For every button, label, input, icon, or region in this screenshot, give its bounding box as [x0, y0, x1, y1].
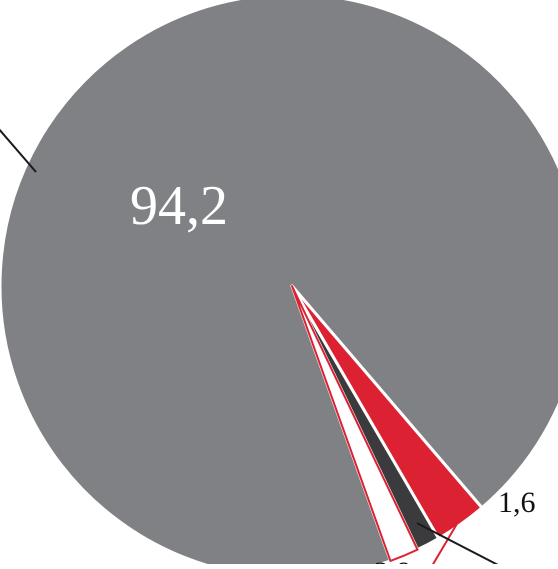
- leader-line-red: [431, 520, 460, 567]
- slice-white: [291, 285, 419, 562]
- leader-lines: [0, 128, 501, 567]
- value-label-red: 2,9: [374, 556, 412, 564]
- value-labels: 94,2 1,6 2,9: [130, 175, 536, 569]
- leader-line-dark: [416, 522, 501, 567]
- value-label-major: 94,2: [130, 175, 228, 237]
- leader-line-major: [0, 128, 37, 173]
- value-label-white: 1,6: [498, 486, 536, 519]
